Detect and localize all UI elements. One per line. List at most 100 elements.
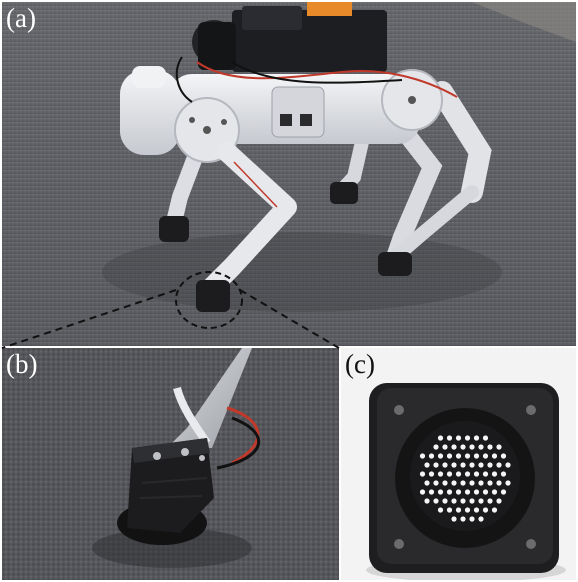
sensor-hole — [442, 444, 448, 450]
rear-far-leg — [378, 81, 492, 276]
panel-b-foot-closeup: (b) — [2, 348, 339, 580]
sensor-hole — [455, 453, 462, 459]
hole-array — [419, 435, 511, 522]
sensor-hole — [478, 444, 484, 450]
sensor-foot-image — [341, 348, 576, 580]
robot-photo-image — [2, 2, 576, 346]
sensor-hole — [442, 498, 448, 504]
sensor-hole — [496, 480, 502, 486]
sensor-hole — [446, 471, 453, 477]
sensor-hole — [473, 489, 480, 495]
top-electronics — [175, 2, 458, 103]
sensor-hole — [491, 471, 498, 477]
sensor-hole — [437, 507, 444, 513]
sensor-hole — [491, 489, 498, 495]
sensor-hole — [496, 498, 502, 504]
sensor-hole — [433, 480, 439, 486]
sensor-hole — [455, 435, 462, 441]
foot-closeup-image — [2, 348, 339, 580]
sensor-hole — [491, 507, 498, 513]
sensor-hole — [482, 453, 489, 459]
front-near-leg — [196, 142, 297, 312]
sensor-hole — [451, 516, 457, 522]
sensor-hole — [496, 444, 502, 450]
foot-sensor — [117, 438, 214, 545]
sensor-hole — [487, 462, 493, 468]
sensor-hole — [455, 489, 462, 495]
sensor-hole — [442, 462, 448, 468]
sensor-hole — [500, 471, 507, 477]
sensor-hole — [428, 471, 435, 477]
front-far-leg — [330, 135, 369, 204]
panel-label-c: (c) — [345, 349, 375, 379]
sensor-hole — [464, 489, 471, 495]
sensor-hole — [437, 453, 444, 459]
sensor-hole — [428, 453, 435, 459]
sensor-hole — [500, 489, 507, 495]
sensor-hole — [469, 480, 475, 486]
sensor-hole — [473, 453, 480, 459]
sensor-hole — [451, 480, 457, 486]
sensor-hole — [500, 453, 507, 459]
sensor-hole — [433, 498, 439, 504]
sensor-hole — [437, 471, 444, 477]
sensor-hole — [424, 480, 430, 486]
sensor-hole — [505, 480, 511, 486]
sensor-hole — [460, 462, 466, 468]
sensor-hole — [464, 435, 471, 441]
sensor-hole — [487, 444, 493, 450]
sensor-hole — [469, 498, 475, 504]
sensor-hole — [460, 480, 466, 486]
sensor-hole — [482, 507, 489, 513]
sensor-hole — [446, 453, 453, 459]
sensor-hole — [419, 453, 426, 459]
sensor-hole — [473, 507, 480, 513]
panel-a-robot-photo: (a) — [2, 2, 576, 346]
sensor-hole — [482, 489, 489, 495]
sensor-hole — [505, 462, 511, 468]
panel-label-b: (b) — [6, 349, 38, 379]
leg-link — [167, 348, 252, 448]
sensor-hole — [469, 516, 475, 522]
sensor-hole — [478, 516, 484, 522]
sensor-hole — [478, 462, 484, 468]
panel-label-a: (a) — [6, 3, 36, 33]
sensor-hole — [428, 489, 435, 495]
sensor-hole — [437, 489, 444, 495]
sensor-hole — [455, 471, 462, 477]
sensor-hole — [473, 471, 480, 477]
sensor-hole — [487, 480, 493, 486]
sensor-hole — [464, 507, 471, 513]
sensor-hole — [487, 498, 493, 504]
sensor-hole — [451, 444, 457, 450]
sensor-hole — [482, 471, 489, 477]
sensor-hole — [464, 453, 471, 459]
sensor-hole — [424, 462, 430, 468]
sensor-hole — [491, 453, 498, 459]
sensor-hole — [424, 498, 430, 504]
sensor-hole — [469, 444, 475, 450]
sensor-hole — [469, 462, 475, 468]
foot-sensor — [196, 280, 230, 312]
sensor-hole — [419, 489, 426, 495]
front-left-leg — [159, 144, 205, 242]
sensor-hole — [478, 480, 484, 486]
sensor-hole — [446, 435, 453, 441]
sensor-hole — [473, 435, 480, 441]
panel-c-sensor-foot: (c) — [341, 348, 576, 580]
sensor-hole — [451, 462, 457, 468]
sensor-hole — [437, 435, 444, 441]
sensor-hole — [433, 462, 439, 468]
sensor-hole — [433, 444, 439, 450]
sensor-hole — [419, 471, 426, 477]
sensor-hole — [460, 498, 466, 504]
sensor-hole — [496, 462, 502, 468]
sensor-hole — [460, 516, 466, 522]
sensor-hole — [478, 498, 484, 504]
sensor-hole — [451, 498, 457, 504]
sensor-hole — [482, 435, 489, 441]
sensor-hole — [464, 471, 471, 477]
sensor-hole — [455, 507, 462, 513]
sensor-hole — [460, 444, 466, 450]
sensor-hole — [446, 489, 453, 495]
